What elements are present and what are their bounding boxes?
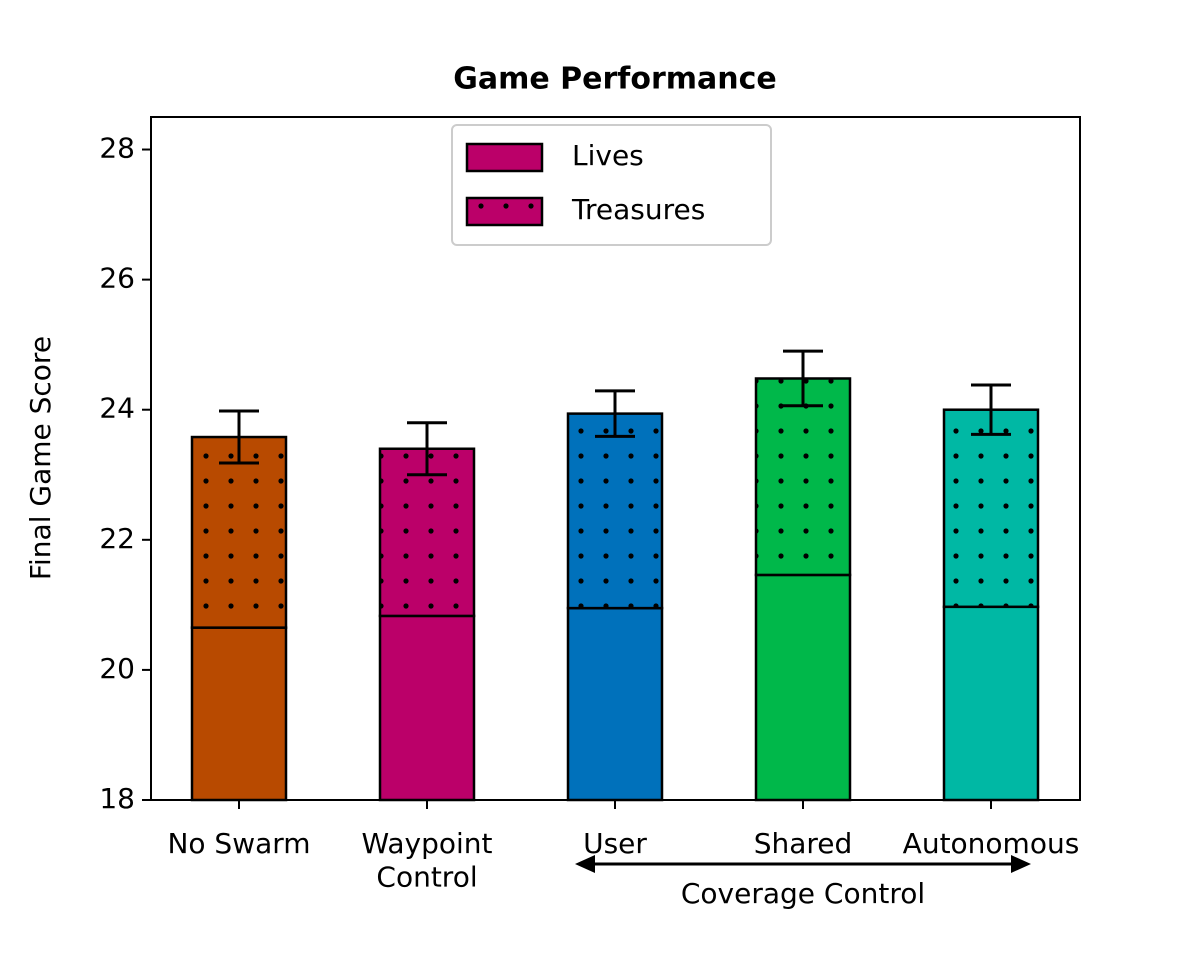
y-axis-label: Final Game Score — [24, 336, 57, 580]
bar-segment-dotted — [754, 377, 852, 577]
y-tick-label: 28 — [99, 132, 135, 165]
bar-segment — [378, 614, 476, 802]
y-tick-label: 20 — [99, 652, 135, 685]
bar-segment-dotted — [942, 408, 1040, 609]
y-tick-label: 18 — [99, 782, 135, 815]
plot-frame — [150, 116, 1081, 801]
x-tick-label: No Swarm — [167, 827, 310, 860]
legend-swatch — [465, 196, 544, 227]
x-tick-label: User — [583, 827, 647, 860]
bar-segment — [942, 605, 1040, 802]
chart-title: Game Performance — [453, 62, 777, 97]
annotation: Coverage Control — [681, 877, 925, 910]
legend-label: Lives — [572, 139, 644, 172]
bar-segment — [566, 606, 664, 802]
bar-segment — [190, 626, 288, 802]
bar-segment-dotted — [566, 412, 664, 610]
x-tick-label: Autonomous — [903, 827, 1080, 860]
x-tick-label: Shared — [754, 827, 853, 860]
legend-label: Treasures — [571, 193, 705, 226]
y-tick-label: 26 — [99, 262, 135, 295]
bar-segment — [754, 573, 852, 802]
x-tick-label: Waypoint Control — [361, 827, 492, 894]
bar-segment-dotted — [190, 435, 288, 629]
legend: Lives Treasures — [451, 124, 772, 246]
legend-swatch — [465, 142, 544, 173]
y-tick-label: 24 — [99, 392, 135, 425]
y-tick-label: 22 — [99, 522, 135, 555]
